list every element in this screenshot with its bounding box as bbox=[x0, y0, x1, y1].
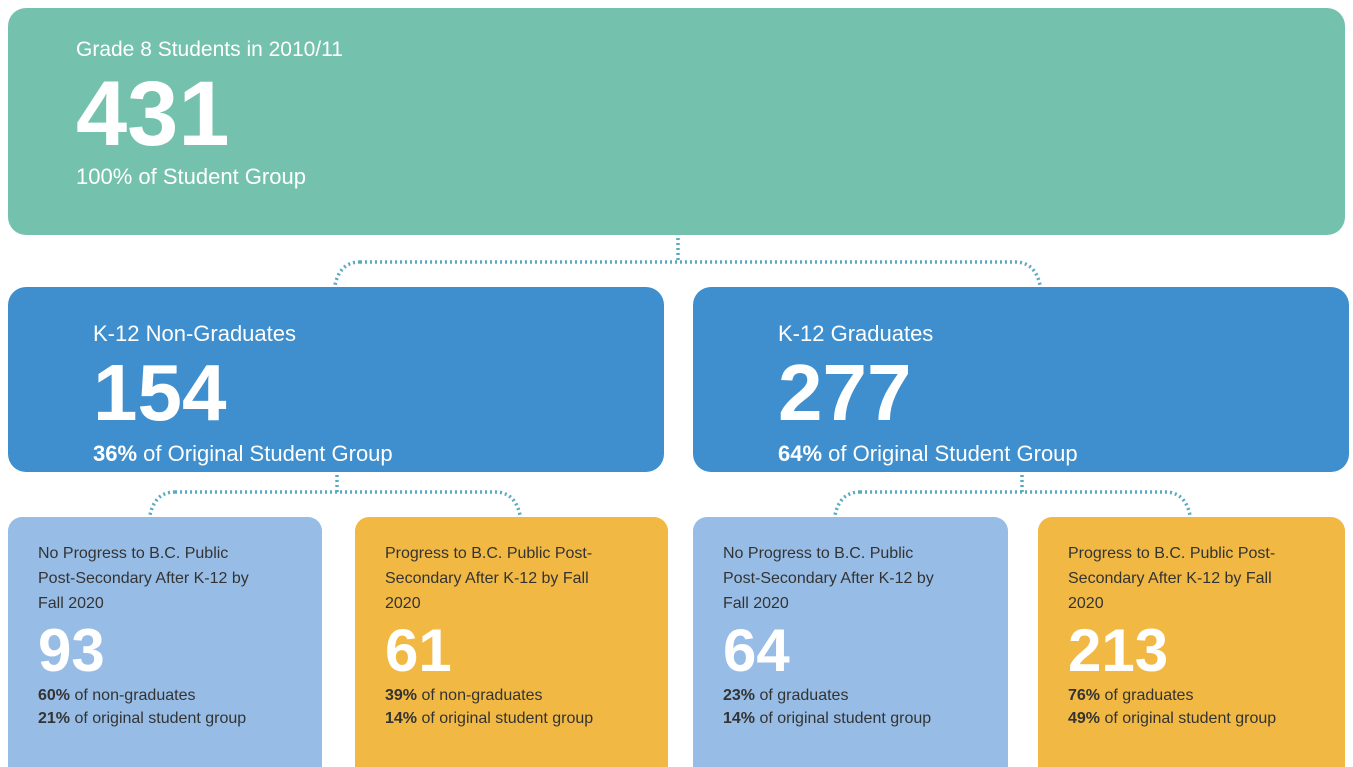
root-box: Grade 8 Students in 2010/11 431 100% of … bbox=[8, 8, 1345, 235]
group-share: 64% of Original Student Group bbox=[778, 441, 1349, 467]
leaf-line: 14% of original student group bbox=[723, 707, 988, 730]
group-share: 36% of Original Student Group bbox=[93, 441, 664, 467]
connector bbox=[148, 475, 522, 516]
leaf-text: of non-graduates bbox=[74, 687, 196, 704]
leaf-pct: 21% bbox=[38, 710, 71, 727]
leaf-number: 213 bbox=[1068, 617, 1169, 684]
leaf-line: 23% of graduates bbox=[723, 684, 988, 707]
group-pct-text: of Original Student Group bbox=[143, 441, 393, 466]
leaf-title: Progress to B.C. Public Post-Secondary A… bbox=[385, 545, 593, 612]
group-number: 154 bbox=[93, 348, 227, 437]
leaf-pct: 76% bbox=[1068, 687, 1101, 704]
leaf-pct: 14% bbox=[723, 710, 756, 727]
connector bbox=[833, 475, 1192, 516]
group-pct: 64% bbox=[778, 441, 823, 466]
group-pct-text: of Original Student Group bbox=[828, 441, 1078, 466]
leaf-line: 21% of original student group bbox=[38, 707, 302, 730]
leaf-title: No Progress to B.C. Public Post-Secondar… bbox=[38, 545, 249, 612]
group-number: 277 bbox=[778, 348, 912, 437]
leaf-line: 76% of graduates bbox=[1068, 684, 1325, 707]
leaf-text: of graduates bbox=[1104, 687, 1194, 704]
leaf-pct: 60% bbox=[38, 687, 71, 704]
leaf-pct: 49% bbox=[1068, 710, 1101, 727]
leaf-pct: 39% bbox=[385, 687, 418, 704]
leaf-number: 93 bbox=[38, 617, 105, 684]
leaf-text: of original student group bbox=[421, 710, 594, 727]
connector bbox=[333, 238, 1042, 286]
root-subtitle: 100% of Student Group bbox=[76, 164, 306, 189]
group-title: K-12 Graduates bbox=[778, 321, 934, 346]
leaf-text: of original student group bbox=[759, 710, 932, 727]
leaf-box: No Progress to B.C. Public Post-Secondar… bbox=[693, 517, 1008, 767]
leaf-text: of non-graduates bbox=[421, 687, 543, 704]
leaf-pct: 14% bbox=[385, 710, 418, 727]
group-box: K-12 Non-Graduates 154 36% of Original Stu… bbox=[8, 287, 664, 472]
root-number: 431 bbox=[76, 63, 230, 165]
group-pct: 36% bbox=[93, 441, 138, 466]
leaf-number: 64 bbox=[723, 617, 790, 684]
leaf-pct: 23% bbox=[723, 687, 756, 704]
leaf-box: No Progress to B.C. Public Post-Secondar… bbox=[8, 517, 322, 767]
leaf-text: of original student group bbox=[1104, 710, 1277, 727]
leaf-line: 60% of non-graduates bbox=[38, 684, 302, 707]
leaf-box: Progress to B.C. Public Post-Secondary A… bbox=[355, 517, 668, 767]
root-title: Grade 8 Students in 2010/11 bbox=[76, 38, 343, 61]
leaf-box: Progress to B.C. Public Post-Secondary A… bbox=[1038, 517, 1345, 767]
leaf-line: 14% of original student group bbox=[385, 707, 648, 730]
leaf-line: 49% of original student group bbox=[1068, 707, 1325, 730]
leaf-title: No Progress to B.C. Public Post-Secondar… bbox=[723, 545, 934, 612]
leaf-number: 61 bbox=[385, 617, 452, 684]
leaf-text: of original student group bbox=[74, 710, 247, 727]
leaf-line: 39% of non-graduates bbox=[385, 684, 648, 707]
group-title: K-12 Non-Graduates bbox=[93, 321, 296, 346]
group-box: K-12 Graduates 277 64% of Original Student… bbox=[693, 287, 1349, 472]
leaf-title: Progress to B.C. Public Post-Secondary A… bbox=[1068, 545, 1276, 612]
leaf-text: of graduates bbox=[759, 687, 849, 704]
